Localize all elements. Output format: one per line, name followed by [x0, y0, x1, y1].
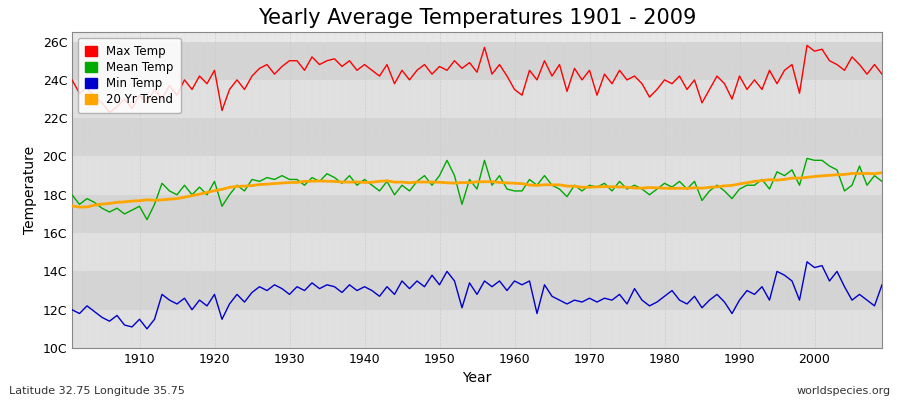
- Bar: [72, 42, 882, 80]
- Bar: [72, 80, 882, 118]
- Text: Latitude 32.75 Longitude 35.75: Latitude 32.75 Longitude 35.75: [9, 386, 184, 396]
- Bar: [72, 233, 882, 271]
- Bar: [72, 118, 882, 156]
- Bar: [72, 310, 882, 348]
- Y-axis label: Temperature: Temperature: [23, 146, 37, 234]
- Text: worldspecies.org: worldspecies.org: [796, 386, 891, 396]
- Title: Yearly Average Temperatures 1901 - 2009: Yearly Average Temperatures 1901 - 2009: [257, 8, 697, 28]
- X-axis label: Year: Year: [463, 372, 491, 386]
- Bar: [72, 271, 882, 310]
- Legend: Max Temp, Mean Temp, Min Temp, 20 Yr Trend: Max Temp, Mean Temp, Min Temp, 20 Yr Tre…: [78, 38, 181, 113]
- Bar: [72, 195, 882, 233]
- Bar: [72, 156, 882, 195]
